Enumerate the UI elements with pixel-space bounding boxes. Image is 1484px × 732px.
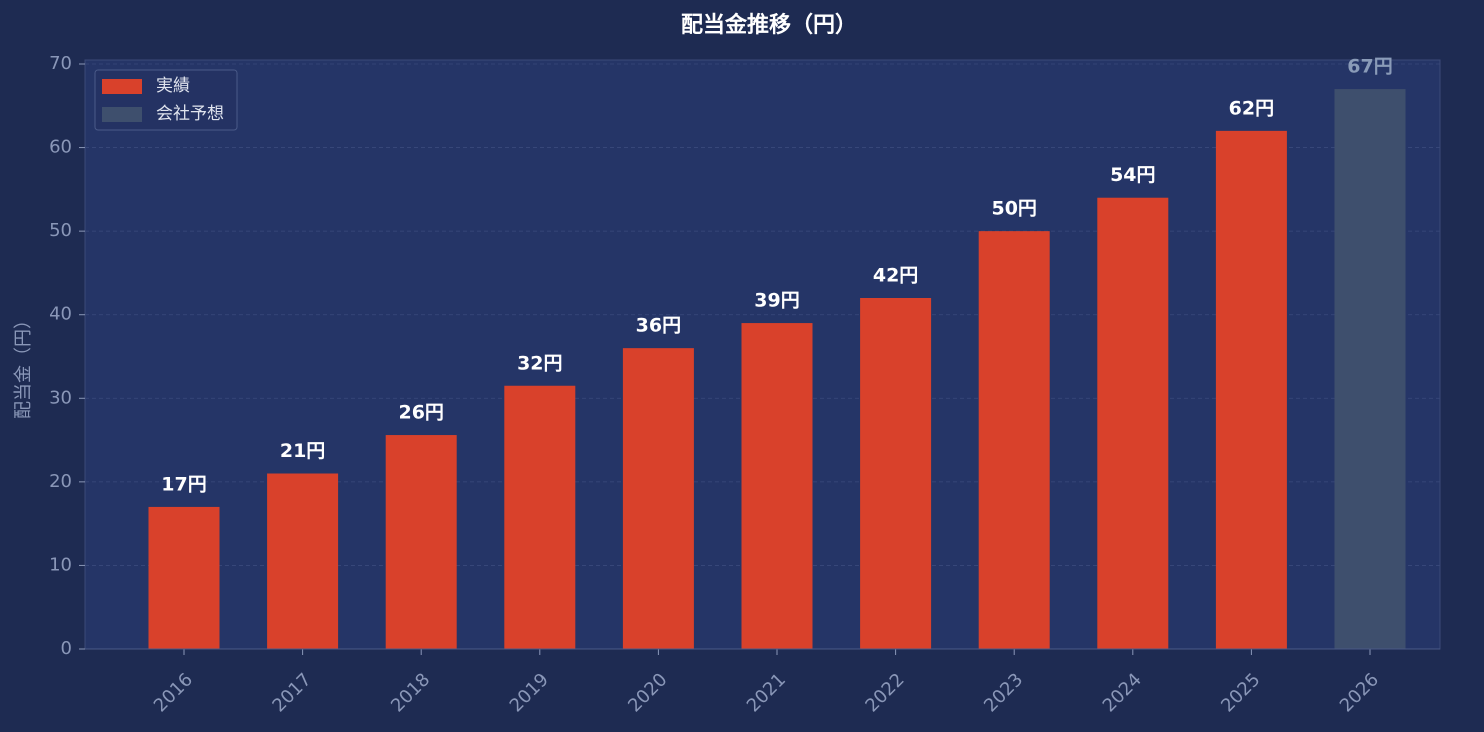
legend-label: 会社予想: [156, 104, 224, 124]
value-label: 17円: [161, 473, 206, 495]
value-label: 67円: [1347, 56, 1392, 78]
y-tick-label: 40: [49, 304, 72, 325]
value-label: 54円: [1110, 164, 1155, 186]
value-label: 21円: [280, 440, 325, 462]
value-label: 26円: [398, 402, 443, 424]
bar: [622, 348, 694, 649]
y-axis-label: 配当金（円）: [13, 311, 34, 419]
value-label: 42円: [873, 265, 918, 287]
value-label: 62円: [1229, 97, 1274, 119]
bar: [267, 473, 339, 649]
bar: [1334, 89, 1406, 650]
bar: [1097, 197, 1169, 649]
y-tick-label: 50: [49, 220, 72, 241]
value-label: 39円: [754, 290, 799, 312]
bar: [978, 231, 1050, 649]
legend-swatch: [102, 79, 142, 94]
legend-swatch: [102, 107, 142, 122]
legend-label: 実績: [156, 76, 190, 96]
value-label: 36円: [636, 315, 681, 337]
y-tick-label: 20: [49, 471, 72, 492]
bar: [504, 385, 576, 649]
y-tick-label: 60: [49, 137, 72, 158]
bar: [1215, 130, 1287, 649]
y-tick-label: 0: [61, 638, 72, 659]
bar: [860, 298, 932, 649]
bar: [741, 323, 813, 649]
bar: [148, 506, 220, 649]
chart-title: 配当金推移（円）: [681, 12, 857, 38]
value-label: 32円: [517, 352, 562, 374]
y-tick-label: 30: [49, 387, 72, 408]
y-tick-label: 10: [49, 554, 72, 575]
value-label: 50円: [991, 198, 1036, 220]
y-tick-label: 70: [49, 53, 72, 74]
bar: [385, 435, 457, 649]
